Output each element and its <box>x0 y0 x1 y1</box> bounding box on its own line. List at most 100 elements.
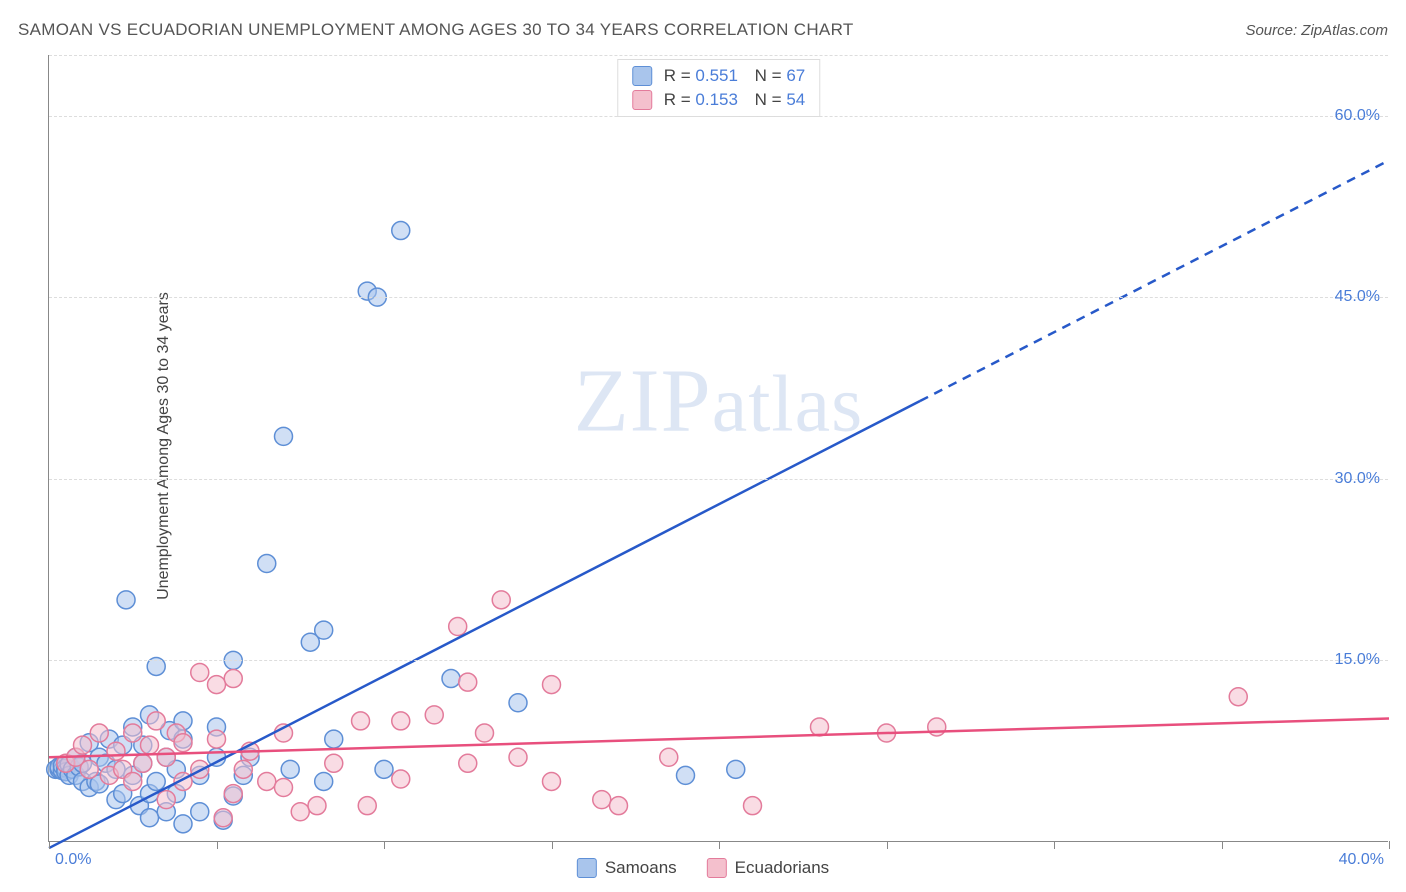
scatter-point <box>811 718 829 736</box>
x-tick <box>1222 841 1223 849</box>
scatter-point <box>224 670 242 688</box>
scatter-point <box>492 591 510 609</box>
scatter-point <box>234 760 252 778</box>
scatter-point <box>392 222 410 240</box>
scatter-point <box>281 760 299 778</box>
scatter-point <box>593 791 611 809</box>
scatter-point <box>928 718 946 736</box>
scatter-point <box>459 754 477 772</box>
scatter-point <box>275 779 293 797</box>
scatter-point <box>291 803 309 821</box>
y-tick-label: 60.0% <box>1335 107 1380 125</box>
scatter-svg <box>49 55 1388 841</box>
scatter-point <box>392 770 410 788</box>
x-tick <box>1389 841 1390 849</box>
scatter-point <box>392 712 410 730</box>
chart-title: SAMOAN VS ECUADORIAN UNEMPLOYMENT AMONG … <box>18 20 854 40</box>
chart-source: Source: ZipAtlas.com <box>1245 22 1388 39</box>
scatter-point <box>509 748 527 766</box>
x-tick-label: 0.0% <box>55 851 91 869</box>
trend-line-dashed <box>920 160 1389 401</box>
scatter-point <box>543 676 561 694</box>
scatter-point <box>258 555 276 573</box>
x-tick <box>217 841 218 849</box>
chart-header: SAMOAN VS ECUADORIAN UNEMPLOYMENT AMONG … <box>18 20 1388 40</box>
legend-swatch <box>632 66 652 86</box>
scatter-point <box>476 724 494 742</box>
scatter-point <box>744 797 762 815</box>
gridline-h <box>49 297 1388 298</box>
scatter-point <box>214 809 232 827</box>
legend-series-label: Samoans <box>605 858 677 878</box>
gridline-h <box>49 116 1388 117</box>
legend-correlation-row: R = 0.551 N = 67 <box>632 64 806 88</box>
scatter-point <box>425 706 443 724</box>
gridline-h <box>49 55 1388 56</box>
x-tick <box>719 841 720 849</box>
series-legend: Samoans Ecuadorians <box>577 858 829 878</box>
scatter-point <box>117 591 135 609</box>
legend-series-label: Ecuadorians <box>735 858 830 878</box>
scatter-point <box>258 772 276 790</box>
legend-n-label: N = 67 <box>750 66 805 86</box>
trend-line <box>49 719 1389 758</box>
legend-series-item: Ecuadorians <box>707 858 830 878</box>
scatter-point <box>358 797 376 815</box>
scatter-point <box>157 791 175 809</box>
scatter-point <box>459 673 477 691</box>
legend-correlation-row: R = 0.153 N = 54 <box>632 88 806 112</box>
y-tick-label: 30.0% <box>1335 470 1380 488</box>
scatter-point <box>157 748 175 766</box>
legend-r-label: R = 0.551 <box>664 66 738 86</box>
scatter-point <box>1229 688 1247 706</box>
scatter-point <box>543 772 561 790</box>
legend-series-item: Samoans <box>577 858 677 878</box>
trend-line <box>49 401 920 848</box>
x-tick <box>49 841 50 849</box>
scatter-point <box>308 797 326 815</box>
x-tick <box>384 841 385 849</box>
scatter-point <box>208 730 226 748</box>
scatter-point <box>509 694 527 712</box>
scatter-point <box>660 748 678 766</box>
scatter-point <box>124 772 142 790</box>
y-tick-label: 15.0% <box>1335 651 1380 669</box>
scatter-point <box>315 772 333 790</box>
scatter-point <box>90 724 108 742</box>
legend-r-label: R = 0.153 <box>664 90 738 110</box>
scatter-point <box>147 772 165 790</box>
scatter-point <box>610 797 628 815</box>
scatter-point <box>325 730 343 748</box>
scatter-point <box>174 734 192 752</box>
scatter-point <box>275 427 293 445</box>
scatter-point <box>107 742 125 760</box>
scatter-point <box>124 724 142 742</box>
correlation-legend: R = 0.551 N = 67R = 0.153 N = 54 <box>617 59 821 117</box>
x-tick <box>887 841 888 849</box>
scatter-point <box>315 621 333 639</box>
scatter-point <box>191 663 209 681</box>
scatter-point <box>191 803 209 821</box>
gridline-h <box>49 660 1388 661</box>
scatter-point <box>174 815 192 833</box>
scatter-point <box>147 712 165 730</box>
scatter-point <box>141 809 159 827</box>
legend-swatch <box>632 90 652 110</box>
x-tick <box>1054 841 1055 849</box>
scatter-point <box>134 754 152 772</box>
x-tick <box>552 841 553 849</box>
scatter-point <box>80 760 98 778</box>
x-tick-label: 40.0% <box>1339 851 1384 869</box>
y-tick-label: 45.0% <box>1335 288 1380 306</box>
scatter-point <box>352 712 370 730</box>
scatter-point <box>74 736 92 754</box>
legend-swatch <box>707 858 727 878</box>
gridline-h <box>49 479 1388 480</box>
scatter-point <box>677 766 695 784</box>
scatter-point <box>208 748 226 766</box>
scatter-point <box>224 785 242 803</box>
scatter-point <box>208 676 226 694</box>
legend-swatch <box>577 858 597 878</box>
chart-plot-area: ZIPatlas R = 0.551 N = 67R = 0.153 N = 5… <box>48 55 1388 842</box>
scatter-point <box>325 754 343 772</box>
